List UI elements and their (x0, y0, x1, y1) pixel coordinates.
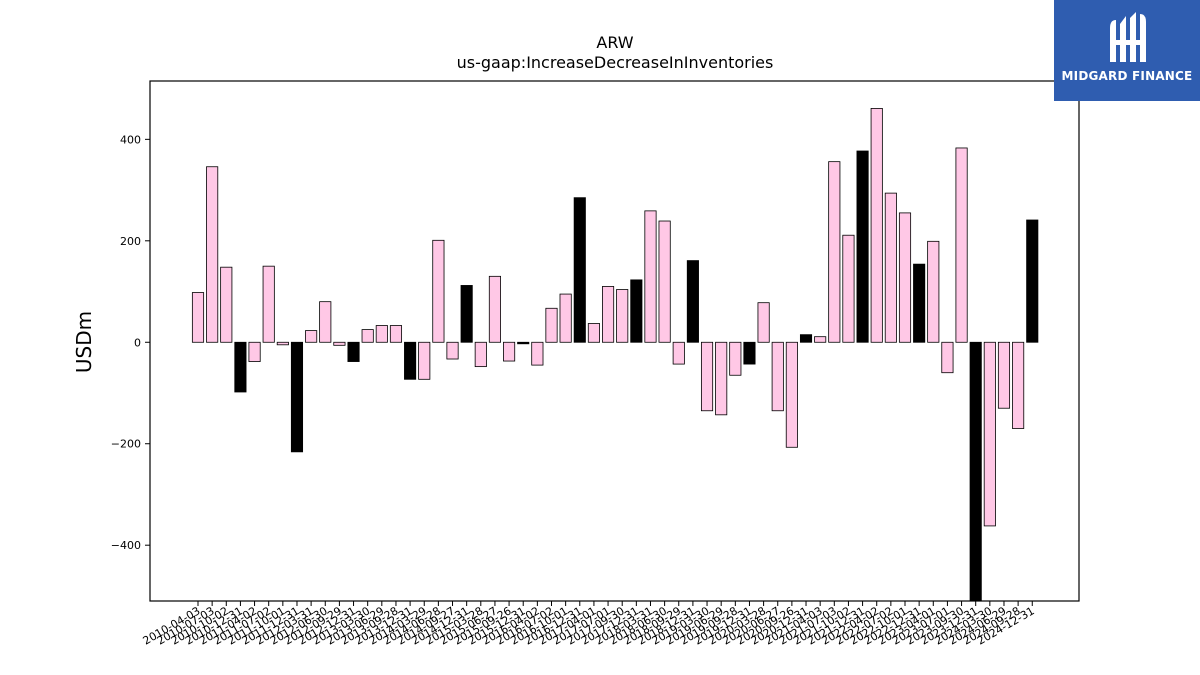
bar-2015-12-31 (517, 341, 530, 345)
bar-2010-10-02 (220, 266, 233, 343)
bar-2024-12-31 (1026, 219, 1039, 343)
chart-title: ARW (596, 33, 633, 52)
bar-2017-07-01 (602, 286, 615, 343)
bar-2012-06-30 (319, 301, 332, 343)
midgard-finance-logo: MIDGARD FINANCE (1054, 0, 1200, 101)
bar-2017-04-01 (587, 323, 600, 343)
bar-2016-04-02 (531, 341, 544, 366)
bar-2024-09-28 (1012, 341, 1025, 429)
bar-2016-07-02 (545, 307, 558, 343)
bars-group (191, 108, 1039, 602)
bar-2023-07-01 (941, 341, 954, 374)
bar-2018-09-29 (672, 341, 685, 365)
bar-2014-03-29 (418, 341, 431, 380)
bar-2023-12-31 (969, 341, 982, 602)
bar-2011-10-01 (276, 341, 289, 346)
bar-2012-12-31 (347, 341, 360, 362)
bar-2020-03-28 (757, 302, 770, 343)
y-tick-label: −400 (111, 539, 141, 552)
bar-2023-04-01 (927, 240, 940, 343)
bar-2010-12-31 (234, 341, 247, 393)
bar-2020-12-31 (799, 334, 813, 343)
bar-2014-12-31 (460, 285, 473, 343)
bar-2012-09-29 (333, 341, 346, 346)
bar-2021-04-03 (814, 336, 827, 343)
bar-2019-03-30 (700, 341, 714, 412)
bar-2021-07-03 (828, 161, 841, 343)
bar-2017-09-30 (616, 289, 629, 343)
bar-2011-04-02 (248, 341, 261, 362)
bar-2020-06-27 (771, 341, 784, 412)
bar-2021-10-02 (842, 234, 855, 343)
chart-subtitle: us-gaap:IncreaseDecreaseInInventories (457, 53, 774, 72)
bar-2015-03-28 (474, 341, 487, 368)
bar-2022-04-02 (870, 108, 883, 343)
bar-2020-09-26 (785, 341, 798, 448)
logo-text: MIDGARD FINANCE (1061, 69, 1193, 83)
y-axis-label: USDm (72, 311, 96, 373)
y-tick-label: 200 (120, 235, 141, 248)
bar-2010-04-03 (191, 292, 205, 343)
bar-2011-07-02 (262, 265, 275, 343)
x-axis-ticks: 2010-04-032010-07-032010-10-022010-12-31… (141, 601, 1037, 648)
bar-2018-06-30 (658, 220, 671, 343)
bar-2016-10-01 (559, 293, 572, 343)
y-axis-ticks: −400 −200 0 200 400 (111, 133, 150, 552)
bar-2013-09-28 (389, 325, 403, 343)
y-tick-label: −200 (111, 438, 141, 451)
bar-2013-06-29 (375, 325, 388, 343)
bar-2010-07-03 (206, 166, 219, 343)
bar-2024-06-29 (997, 341, 1011, 409)
bar-2015-09-26 (503, 341, 516, 362)
y-tick-label: 400 (120, 133, 141, 146)
bar-2019-12-31 (743, 341, 756, 365)
bar-2021-12-31 (856, 150, 869, 343)
bar-2011-12-31 (290, 341, 304, 453)
bar-2012-03-31 (305, 330, 318, 343)
bar-2014-09-27 (446, 341, 459, 360)
bar-2013-03-30 (361, 329, 374, 343)
bar-2022-12-31 (913, 263, 926, 343)
bar-2014-06-28 (432, 239, 445, 343)
bar-2013-12-31 (404, 341, 417, 380)
bar-2017-12-31 (630, 279, 643, 343)
midgard-m-logo-icon (1110, 12, 1146, 62)
bar-2015-06-27 (488, 275, 501, 343)
y-tick-label: 0 (134, 336, 141, 349)
bar-2019-09-28 (729, 341, 742, 376)
bar-2023-09-30 (955, 147, 968, 343)
plot-frame (149, 80, 1080, 602)
bar-2024-03-30 (983, 341, 996, 527)
bar-2018-12-31 (686, 260, 699, 343)
bar-2018-03-31 (644, 210, 657, 343)
bar-2016-12-31 (573, 197, 586, 343)
bar-2022-07-02 (884, 192, 897, 343)
bar-2019-06-29 (715, 341, 728, 416)
bar-2022-10-01 (898, 212, 912, 343)
